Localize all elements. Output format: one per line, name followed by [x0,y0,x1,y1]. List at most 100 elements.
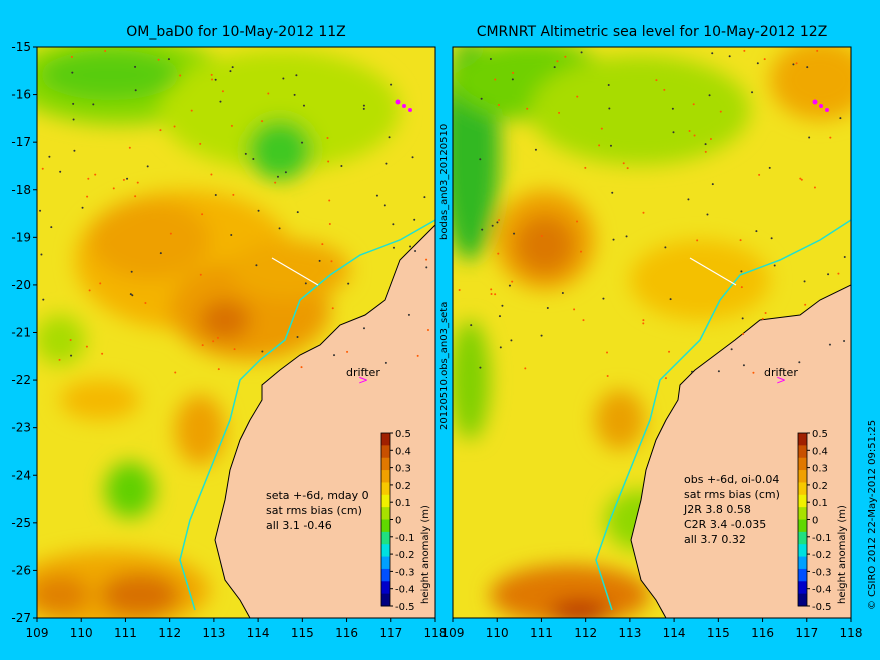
right-stats-line: all 3.7 0.32 [684,533,746,546]
colorbar-segment [798,531,807,545]
colorbar-segment [381,519,390,533]
lon-tick-label: 110 [70,626,93,640]
colorbar-tick-label: -0.3 [395,567,415,578]
left-drifter-marker: > [358,373,368,387]
colorbar-segment [381,433,390,446]
colorbar-tick-label: 0.2 [812,481,828,492]
lat-tick-label: -25 [11,516,31,530]
colorbar-segment [798,593,807,607]
lat-tick-label: -26 [11,563,31,577]
lon-tick-label: 109 [26,626,49,640]
right-stats-line: sat rms bias (cm) [684,488,780,501]
colorbar-segment [381,482,390,496]
colorbar-tick-label: 0 [395,516,401,527]
left-transect-line [271,257,319,286]
colorbar-segment [381,494,390,508]
left-shelf-contour [179,219,435,611]
colorbar-segment [381,457,390,471]
lat-tick-label: -22 [11,373,31,387]
right-colorbar: 0.5 0.4 0.3 0.2 0.1 0 -0.1 -0.2 -0.3 -0.4 -0.5 heig… [797,429,848,613]
colorbar-segment [381,544,390,558]
lon-tick-label: 112 [158,626,181,640]
left-stats-line: seta +-6d, mday 0 [266,489,369,502]
right-map-panel: drifter > obs +-6d, oi-0.04 sat rms bias… [453,47,851,618]
colorbar-tick-label: 0.4 [395,446,411,457]
lon-tick-label: 118 [424,626,447,640]
lat-tick-label: -17 [11,135,31,149]
lon-tick-label: 111 [114,626,137,640]
colorbar-segment [381,445,390,459]
colorbar-tick-label: 0.5 [812,429,828,440]
right-coastline-land [630,284,851,618]
lat-tick-label: -15 [11,40,31,54]
right-shelf-contour [595,219,851,611]
left-drifter-track [395,99,401,105]
colorbar-tick-label: -0.1 [812,533,832,544]
right-stats-line: obs +-6d, oi-0.04 [684,473,779,486]
left-stats-line: all 3.1 -0.46 [266,519,332,532]
observation-dots [39,49,429,374]
lon-tick-label: 115 [707,626,730,640]
right-stats-box: obs +-6d, oi-0.04 sat rms bias (cm) J2R … [683,473,780,546]
colorbar-tick-label: -0.4 [812,585,832,596]
left-panel-title: OM_baD0 for 10-May-2012 11Z [126,24,346,40]
left-map-panel: drifter > seta +-6d, mday 0 sat rms bias… [37,47,435,618]
left-coastline-land [214,224,435,618]
observation-dots [458,49,846,380]
lon-tick-label: 114 [663,626,686,640]
colorbar-tick-label: -0.2 [812,550,832,561]
copyright-label: © CSIRO 2012 22-May-2012 09:51:25 [867,420,878,610]
colorbar-tick-label: 0.5 [395,429,411,440]
lat-tick-label: -19 [11,230,31,244]
lon-tick-label: 116 [751,626,774,640]
colorbar-segment [798,556,807,570]
right-drifter-marker: > [776,373,786,387]
right-panel-title: CMRNRT Altimetric sea level for 10-May-2… [477,24,828,40]
colorbar-segment [381,581,390,595]
colorbar-tick-label: -0.2 [395,550,415,561]
colorbar-segment [798,544,807,558]
right-panel-frame [452,46,852,619]
colorbar-segment [381,470,390,483]
colorbar-tick-label: 0.2 [395,481,411,492]
colorbar-segment [798,445,807,459]
middle-label-bottom: 20120510.obs_an03_seta [439,302,450,430]
colorbar-segment [381,593,390,607]
right-drifter-label: drifter [764,366,798,379]
colorbar-tick-label: -0.3 [812,567,832,578]
colorbar-segment [798,457,807,471]
colorbar-segment [798,507,807,520]
lon-tick-label: 115 [291,626,314,640]
lat-tick-label: -21 [11,326,31,340]
right-transect-line [689,257,737,286]
colorbar-tick-label: 0.3 [812,464,828,475]
lon-tick-label: 118 [840,626,863,640]
colorbar-segment [381,556,390,570]
colorbar-tick-label: -0.1 [395,533,415,544]
left-stats-line: sat rms bias (cm) [266,504,362,517]
lon-tick-label: 114 [247,626,270,640]
colorbar-tick-label: 0.1 [395,498,411,509]
lat-tick-label: -23 [11,421,31,435]
lon-tick-label: 116 [335,626,358,640]
middle-label-top: bodas_an03_20120510 [439,124,450,240]
lat-tick-label: -16 [11,88,31,102]
colorbar-label: height anomaly (m) [837,505,848,604]
lon-tick-label: 111 [530,626,553,640]
colorbar-segment [798,433,807,446]
right-drifter-track [812,99,818,105]
left-colorbar: 0.5 0.4 0.3 0.2 0.1 0 -0.1 -0.2 -0.3 -0.4 -0.5 heig… [380,429,431,613]
colorbar-segment [798,470,807,483]
left-longitude-axis: 109 110 111 112 113 114 115 116 117 118 [26,618,447,640]
lon-tick-label: 112 [574,626,597,640]
colorbar-tick-label: -0.4 [395,585,415,596]
lon-tick-label: 117 [795,626,818,640]
right-stats-line: J2R 3.8 0.58 [683,503,751,516]
latitude-axis: -15 -16 -17 -18 -19 -20 -21 -22 -23 -24 -25 -26 -27 [11,40,37,625]
left-stats-box: seta +-6d, mday 0 sat rms bias (cm) all … [266,489,369,532]
colorbar-tick-label: 0.1 [812,498,828,509]
lon-tick-label: 113 [618,626,641,640]
lon-tick-label: 110 [486,626,509,640]
lat-tick-label: -18 [11,183,31,197]
